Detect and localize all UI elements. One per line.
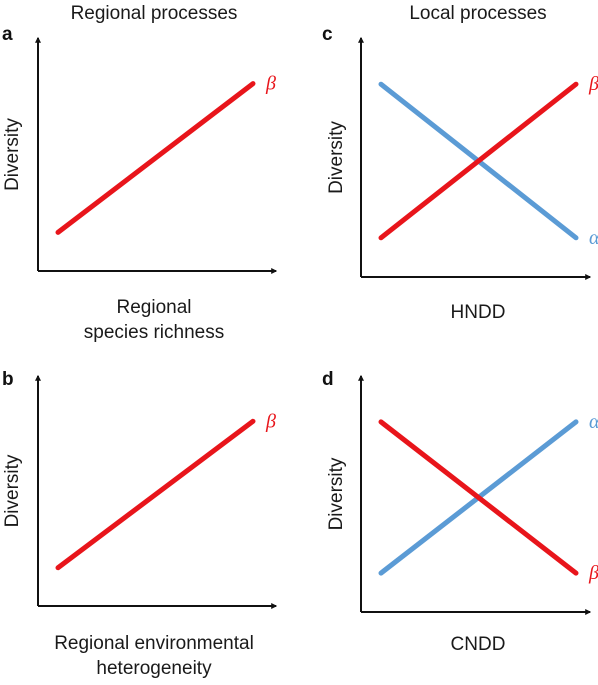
series-line-c-beta [378, 81, 579, 241]
x-axis-label-c-line-1: HNDD [451, 302, 506, 323]
panel-letter-c: c [322, 24, 333, 45]
series-label-a-beta: β [265, 73, 276, 95]
panel-letter-d: d [322, 369, 334, 390]
panel-a: a Diversity Regional species richness β [2, 24, 278, 343]
panel-letter-a: a [2, 24, 13, 45]
series-label-b-beta: β [265, 410, 276, 432]
series-line-a-beta [55, 81, 256, 235]
x-axis-label-a-line-2: species richness [84, 322, 224, 343]
x-axis-label-b-line-2: heterogeneity [96, 658, 212, 679]
x-axis-label-a-line-1: Regional [117, 297, 192, 318]
y-axis-label-c: Diversity [326, 121, 347, 194]
series-line-b-beta [55, 418, 256, 571]
panel-d: d Diversity CNDD α β [322, 369, 598, 655]
panel-b: b Diversity Regional environmental heteroge… [2, 369, 278, 679]
series-label-c-beta: β [588, 73, 598, 95]
y-axis-label-b: Diversity [2, 454, 23, 527]
y-axis-label-a: Diversity [2, 118, 23, 191]
series-label-c-alpha: α [589, 227, 598, 249]
x-axis-label-d-line-1: CNDD [451, 634, 506, 655]
series-label-d-alpha: α [589, 411, 598, 433]
y-axis-label-d: Diversity [326, 457, 347, 530]
column-title-regional: Regional processes [71, 3, 238, 24]
x-axis-label-b-line-1: Regional environmental [54, 633, 254, 654]
column-title-local: Local processes [409, 3, 546, 24]
series-line-d-beta [378, 419, 579, 576]
panel-letter-b: b [2, 369, 14, 390]
panel-c: c Diversity HNDD α β [322, 24, 598, 323]
series-label-d-beta: β [588, 562, 598, 584]
